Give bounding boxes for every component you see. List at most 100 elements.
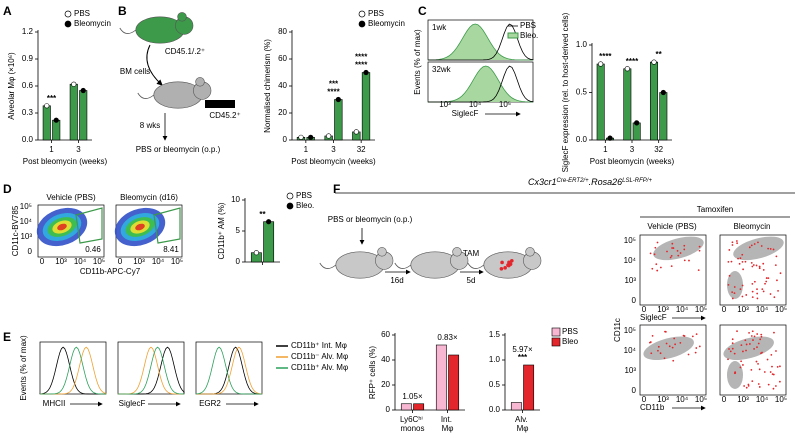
- rfp-event: [778, 380, 781, 383]
- rfp-event: [649, 252, 652, 255]
- lead-box: [205, 100, 235, 108]
- mouse-tail: [137, 92, 155, 99]
- rfp-event: [753, 280, 756, 283]
- x-axis-label: SiglecF: [119, 399, 146, 408]
- histogram: [195, 346, 262, 395]
- legend-marker: [358, 10, 366, 18]
- rfp-event: [731, 338, 734, 341]
- rfp-event: [656, 241, 659, 244]
- y-tick-label: 0.9: [22, 54, 34, 63]
- label-line: Mφ: [442, 424, 454, 433]
- rfp-event: [751, 330, 754, 333]
- x-tick-label: 10⁵: [499, 100, 511, 109]
- fold-change: 5.97×: [512, 345, 533, 354]
- rfp-event: [694, 351, 697, 354]
- x-axis-label: Post bleomycin (weeks): [23, 157, 108, 166]
- rfp-event: [752, 264, 755, 266]
- y-tick-label: 20: [381, 380, 390, 389]
- bar-marker: [44, 103, 50, 109]
- x-tick-label: 1: [304, 145, 309, 154]
- interval-label: 5d: [467, 276, 476, 285]
- bar-marker: [634, 120, 640, 126]
- x-tick-label: 32: [654, 145, 663, 154]
- x-tick-label: 0: [722, 305, 727, 314]
- significance: ****: [599, 52, 612, 61]
- y-tick-label: 0: [283, 135, 288, 144]
- bar-marker: [353, 129, 359, 135]
- x-tick-label: 3: [630, 145, 635, 154]
- rfp-event: [770, 354, 773, 356]
- x-axis-label: CD11b: [640, 403, 665, 412]
- rfp-event: [758, 368, 761, 371]
- x-tick-label: 0: [40, 257, 45, 266]
- rfp-event: [758, 267, 761, 270]
- rfp-event: [728, 249, 731, 251]
- rfp-event: [750, 368, 753, 371]
- density: [727, 361, 743, 389]
- significance: ****: [355, 61, 368, 70]
- significance: ***: [518, 353, 528, 362]
- y-tick-label: 10: [231, 195, 240, 204]
- y-tick-label: 0.0: [576, 135, 588, 144]
- x-tick-label: 0: [642, 395, 647, 404]
- y-tick-label: 10³: [20, 232, 32, 241]
- histogram: [428, 65, 534, 103]
- x-tick-label: 10⁴: [74, 257, 87, 266]
- x-tick-label: 10⁴: [756, 305, 769, 314]
- rfp-event: [677, 254, 680, 257]
- histogram: [40, 346, 107, 395]
- x-tick-label: 10⁴: [469, 100, 482, 109]
- x-tick-label: 10³: [737, 395, 749, 404]
- rfp-event: [759, 338, 762, 341]
- bar: [69, 83, 78, 141]
- rfp-event: [674, 343, 677, 346]
- rfp-event: [750, 261, 753, 264]
- rfp-event: [736, 330, 738, 333]
- rfp-event: [769, 293, 772, 295]
- y-axis-label: SiglecF expression (rel. to host-derived…: [561, 12, 570, 172]
- rfp-event: [742, 364, 744, 366]
- rfp-event: [773, 296, 776, 299]
- y-tick-label: 10⁴: [624, 346, 637, 355]
- y-axis-label: Alveolar Mφ (×10⁶): [7, 52, 16, 120]
- significance: ***: [329, 80, 339, 89]
- rfp-cell: [507, 260, 511, 265]
- bar-marker: [598, 61, 604, 67]
- rfp-event: [756, 346, 758, 349]
- y-axis-label: CD11c-BV785: [11, 205, 20, 256]
- rfp-event: [758, 386, 761, 388]
- rfp-event: [744, 260, 747, 263]
- rfp-event: [695, 347, 698, 349]
- bar: [435, 344, 447, 411]
- rfp-event: [774, 264, 777, 267]
- rfp-event: [698, 345, 701, 348]
- rfp-event: [659, 266, 662, 269]
- bar: [448, 354, 460, 411]
- x-tick-label: 0: [118, 257, 123, 266]
- mouse-tail: [467, 262, 485, 269]
- rfp-event: [751, 380, 754, 383]
- rfp-event: [752, 339, 754, 341]
- rfp-event: [753, 335, 756, 338]
- bar: [79, 90, 88, 141]
- bar-marker: [651, 59, 657, 65]
- density: [57, 223, 67, 231]
- rfp-event: [656, 269, 659, 272]
- rfp-event: [772, 248, 775, 251]
- rfp-event: [748, 246, 751, 249]
- gate: [75, 207, 103, 244]
- rfp-event: [748, 343, 751, 345]
- rfp-cell: [500, 260, 504, 265]
- bar: [361, 72, 371, 141]
- rfp-event: [733, 352, 736, 355]
- rfp-cell: [503, 266, 507, 270]
- y-axis-label: Events (% of max): [19, 335, 28, 401]
- label-line: Alv.: [515, 415, 530, 424]
- histogram: [118, 346, 185, 395]
- rfp-event: [683, 335, 686, 337]
- rfp-event: [741, 295, 744, 298]
- rfp-event: [737, 257, 739, 260]
- rfp-event: [731, 241, 734, 244]
- genotype-title: Cx3cr1Cre-ERT2/+.Rosa26LSL-RFP/+: [528, 177, 652, 187]
